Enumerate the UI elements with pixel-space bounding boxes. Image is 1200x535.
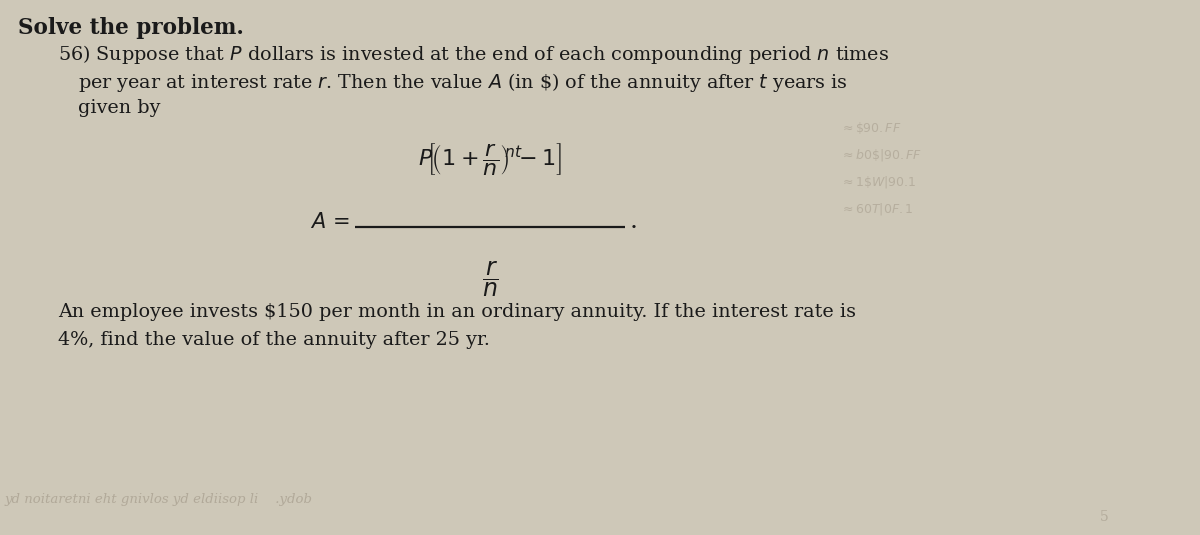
Text: 56) Suppose that $P$ dollars is invested at the end of each compounding period $: 56) Suppose that $P$ dollars is invested… [58, 43, 889, 66]
Text: $P\!\left[\!\left(1+\dfrac{r}{n}\right)^{\!\!nt}\!\!-1\right]$: $P\!\left[\!\left(1+\dfrac{r}{n}\right)^… [418, 141, 562, 177]
Text: $\approx 1\$W|90.1$: $\approx 1\$W|90.1$ [840, 174, 917, 190]
Text: yd noitaretni eht gnivlos yd eldiisop li    .ydob: yd noitaretni eht gnivlos yd eldiisop li… [5, 493, 313, 506]
Text: $\approx b0\$|90.FF$: $\approx b0\$|90.FF$ [840, 147, 923, 163]
Text: $\approx 60T|0F.1$: $\approx 60T|0F.1$ [840, 201, 913, 217]
Text: $\dfrac{r}{n}$: $\dfrac{r}{n}$ [481, 259, 498, 299]
Text: $\approx\$90.FF$: $\approx\$90.FF$ [840, 120, 901, 136]
Text: .: . [630, 210, 638, 233]
Text: per year at interest rate $r$. Then the value $A$ (in \$) of the annuity after $: per year at interest rate $r$. Then the … [78, 71, 848, 94]
Text: given by: given by [78, 99, 161, 117]
Text: Solve the problem.: Solve the problem. [18, 17, 244, 39]
Text: $A\,=$: $A\,=$ [310, 212, 350, 232]
Text: 5: 5 [1100, 510, 1109, 524]
Text: 4%, find the value of the annuity after 25 yr.: 4%, find the value of the annuity after … [58, 331, 490, 349]
Text: An employee invests $150 per month in an ordinary annuity. If the interest rate : An employee invests $150 per month in an… [58, 303, 856, 321]
